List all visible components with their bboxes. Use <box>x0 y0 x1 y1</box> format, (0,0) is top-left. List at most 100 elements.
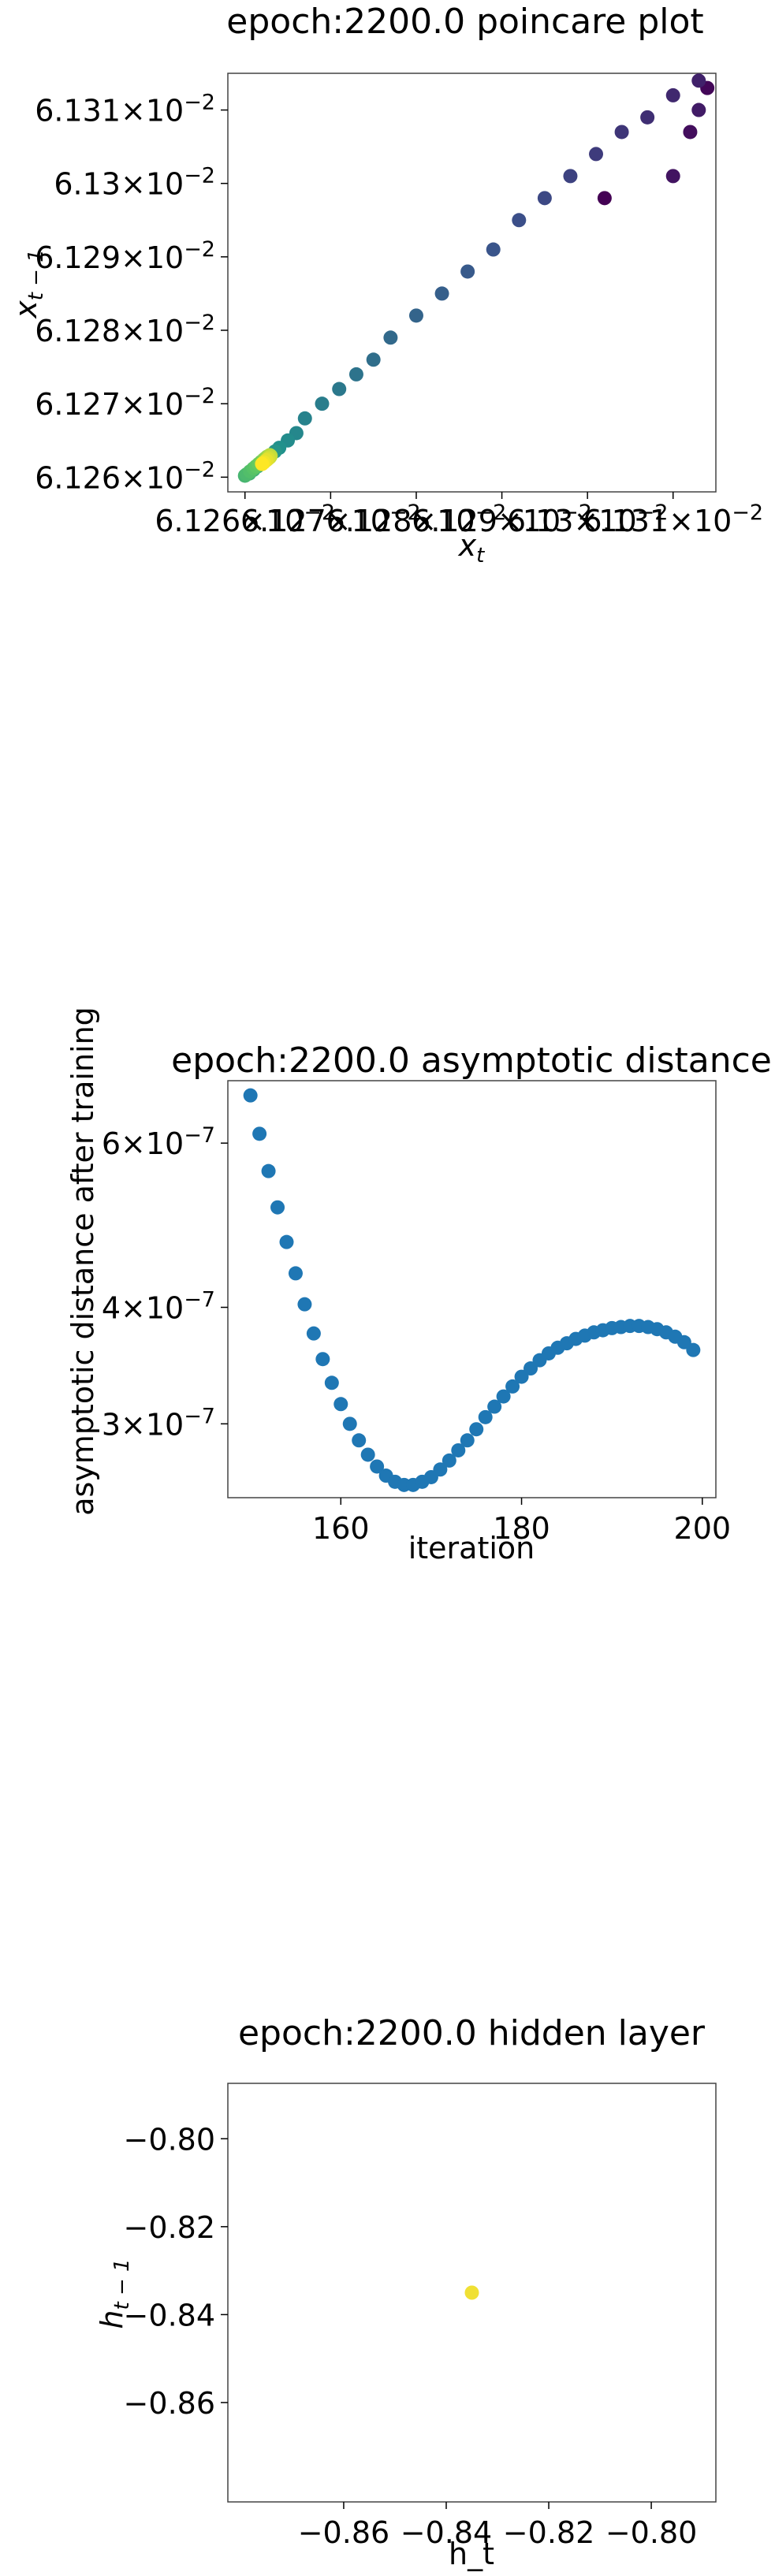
poincare-chart: epoch:2200.0 poincare plot 6.126×10−26.1… <box>9 2 763 568</box>
tick-label: −0.86 <box>298 2515 389 2550</box>
tick-label: 6.13×10−2 <box>507 501 669 538</box>
chart1-title: epoch:2200.0 poincare plot <box>226 2 703 42</box>
scatter-point <box>288 1266 303 1281</box>
chart2-title: epoch:2200.0 asymptotic distance <box>171 1040 772 1081</box>
tick-label: 6.131×10−2 <box>35 91 215 128</box>
chart1-plot-area <box>227 73 717 493</box>
scatter-point <box>342 1416 357 1431</box>
scatter-point <box>486 242 501 257</box>
scatter-point <box>614 125 629 140</box>
chart1-points <box>237 73 715 483</box>
scatter-point <box>261 1163 276 1178</box>
scatter-point <box>360 1447 375 1462</box>
tick-label: −0.82 <box>503 2515 594 2550</box>
scatter-point <box>460 264 475 279</box>
asymptotic-distance-chart: epoch:2200.0 asymptotic distance 3×10−7 4… <box>65 1007 772 1565</box>
scatter-point <box>460 1433 475 1448</box>
scatter-point <box>255 456 270 471</box>
scatter-point <box>348 367 363 382</box>
tick-label: 180 <box>493 1511 550 1546</box>
scatter-point <box>683 125 698 140</box>
tick-label: −0.84 <box>401 2515 492 2550</box>
chart1-y-label: xt − 1 <box>9 249 48 319</box>
scatter-point <box>563 169 578 184</box>
tick-label: 6.127×10−2 <box>35 384 215 422</box>
tick-label: 6.129×10−2 <box>412 501 592 538</box>
tick-label: −0.84 <box>124 2298 215 2332</box>
scatter-point <box>315 1352 330 1367</box>
tick-label: 3×10−7 <box>102 1404 215 1442</box>
scatter-point <box>243 1088 258 1103</box>
chart1-x-ticks: 6.126×10−26.127×10−26.128×10−26.129×10−2… <box>155 492 763 538</box>
scatter-point <box>433 1462 448 1477</box>
chart2-y-ticks: 3×10−7 4×10−7 6×10−7 <box>102 1123 228 1442</box>
tick-label: 4×10−7 <box>102 1288 215 1326</box>
chart2-y-label: asymptotic distance after training <box>65 1007 100 1516</box>
chart3-points <box>464 2285 479 2300</box>
scatter-point <box>383 330 398 345</box>
chart3-x-label: h_t <box>449 2537 494 2571</box>
chart3-y-label: ht − 1 <box>95 2258 134 2328</box>
scatter-point <box>370 1459 385 1474</box>
chart2-points <box>243 1088 701 1492</box>
chart2-plot-area <box>227 1080 717 1498</box>
chart3-title: epoch:2200.0 hidden layer <box>238 2013 706 2053</box>
scatter-point <box>691 73 706 88</box>
scatter-point <box>537 191 552 206</box>
scatter-point <box>478 1409 493 1424</box>
scatter-point <box>270 1200 285 1215</box>
scatter-point <box>279 1234 294 1249</box>
scatter-point <box>252 1126 267 1141</box>
scatter-point <box>640 110 655 125</box>
tick-label: 6.129×10−2 <box>35 237 215 275</box>
scatter-point <box>352 1433 367 1448</box>
scatter-point <box>451 1442 466 1457</box>
scatter-point <box>324 1375 339 1390</box>
tick-label: 200 <box>674 1511 732 1546</box>
scatter-point <box>464 2285 479 2300</box>
scatter-point <box>487 1399 502 1414</box>
chart3-x-ticks: −0.86 −0.84 −0.82 −0.80 <box>298 2502 697 2550</box>
tick-label: 6.131×10−2 <box>583 501 763 538</box>
scatter-point <box>686 1342 701 1357</box>
scatter-point <box>512 213 527 228</box>
tick-label: 6×10−7 <box>102 1123 215 1161</box>
scatter-point <box>315 396 330 411</box>
scatter-point <box>597 191 612 206</box>
scatter-point <box>665 87 680 102</box>
scatter-point <box>408 308 423 323</box>
tick-label: 6.13×10−2 <box>54 164 215 202</box>
scatter-point <box>505 1379 520 1394</box>
scatter-point <box>523 1361 538 1376</box>
scatter-point <box>691 102 706 117</box>
scatter-point <box>366 352 381 367</box>
scatter-point <box>297 411 312 426</box>
chart3-plot-area <box>227 2083 717 2503</box>
scatter-point <box>665 169 680 184</box>
chart3-y-ticks: −0.86 −0.84 −0.82 −0.80 <box>124 2122 228 2421</box>
tick-label: 6.128×10−2 <box>35 311 215 348</box>
scatter-point <box>496 1389 511 1404</box>
tick-label: −0.80 <box>605 2515 697 2550</box>
tick-label: −0.80 <box>124 2122 215 2157</box>
tick-label: 160 <box>312 1511 370 1546</box>
tick-label: 6.126×10−2 <box>35 457 215 495</box>
hidden-layer-chart: epoch:2200.0 hidden layer −0.86−0.84−0.8… <box>95 2013 717 2571</box>
scatter-point <box>306 1326 321 1341</box>
scatter-point <box>434 286 449 301</box>
tick-label: 6.128×10−2 <box>326 501 507 538</box>
tick-label: −0.82 <box>124 2210 215 2245</box>
tick-label: −0.86 <box>124 2386 215 2421</box>
scatter-point <box>514 1369 529 1384</box>
scatter-point <box>469 1422 484 1437</box>
scatter-point <box>332 382 347 396</box>
scatter-point <box>442 1453 456 1468</box>
chart2-x-label: iteration <box>408 1531 535 1565</box>
scatter-point <box>333 1397 348 1412</box>
scatter-point <box>297 1297 312 1312</box>
chart1-y-ticks: 6.126×10−2 6.127×10−2 6.128×10−2 6.129×10−2… <box>35 91 228 495</box>
tick-label: 6.126×10−2 <box>155 501 335 538</box>
tick-label: 6.127×10−2 <box>240 501 421 538</box>
scatter-point <box>589 147 604 162</box>
